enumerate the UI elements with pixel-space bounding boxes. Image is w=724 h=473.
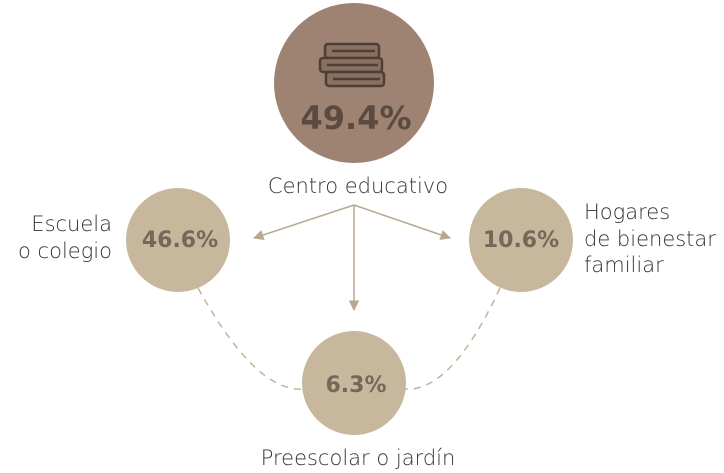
percentage: 10.6% [483,228,559,253]
circle [126,188,230,292]
arrow [353,204,451,240]
node-label: Preescolar o jardín [261,446,456,470]
dashed-connector [397,287,501,390]
node-label: Centro educativo [268,174,448,198]
circle [302,331,406,435]
circle [469,188,573,292]
arrow [253,204,355,241]
node-label: de bienestar [584,227,716,251]
dashed-connector [197,287,311,390]
arrows [253,204,451,312]
node-label: o colegio [18,239,112,263]
percentage: 49.4% [300,99,411,137]
node-label: familiar [584,253,664,277]
percentage: 6.3% [325,373,386,398]
node-label: Hogares [584,200,670,224]
node-label: Escuela [31,212,112,236]
percentage: 46.6% [142,228,218,253]
books-icon [318,42,386,88]
